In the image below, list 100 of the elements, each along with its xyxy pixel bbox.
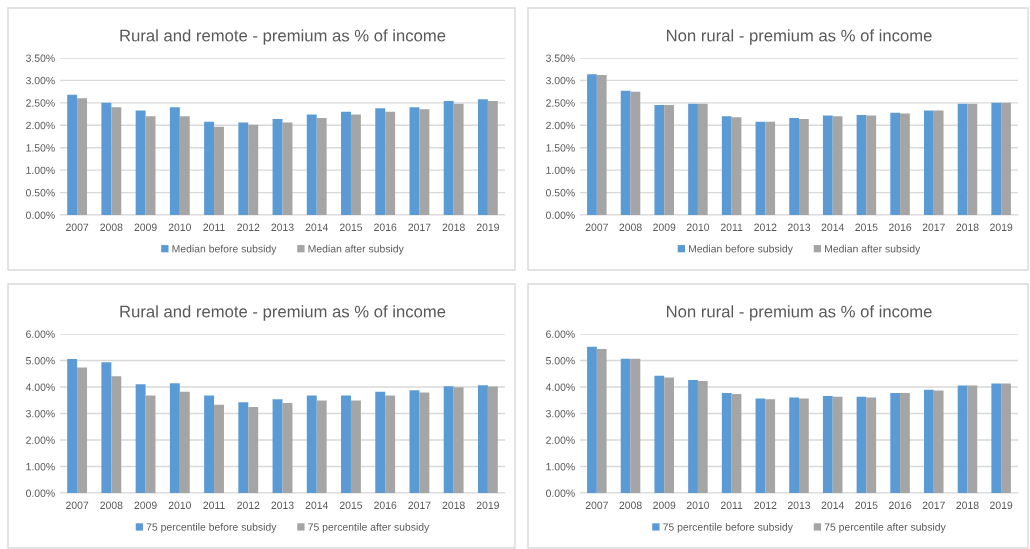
bar: [77, 98, 88, 215]
bar: [856, 114, 867, 215]
bar: [67, 94, 78, 215]
x-tick-label: 2011: [720, 223, 743, 231]
bar: [477, 385, 488, 493]
x-tick-label: 2013: [271, 223, 294, 231]
y-tick-label: 3.00%: [546, 76, 575, 85]
legend-label: 75 percentile before subsidy: [663, 523, 793, 533]
bar: [789, 397, 799, 493]
bar: [890, 393, 901, 493]
bar: [375, 108, 386, 215]
bar: [111, 107, 122, 215]
bar: [697, 103, 708, 215]
x-tick-label: 2009: [653, 223, 676, 231]
x-tick-label: 2009: [653, 501, 676, 509]
x-tick-label: 2016: [889, 223, 912, 231]
bar: [350, 114, 361, 215]
bar: [991, 102, 1002, 215]
bar: [248, 406, 259, 493]
x-tick-label: 2009: [134, 223, 157, 231]
x-tick-label: 2018: [442, 223, 465, 231]
legend-label: 75 percentile after subsidy: [308, 523, 430, 533]
x-tick-label: 2018: [442, 501, 465, 509]
bar: [832, 396, 843, 493]
y-tick-label: 5.00%: [26, 357, 55, 365]
bar: [409, 107, 420, 215]
bar: [272, 119, 283, 215]
bar: [135, 384, 146, 493]
bar: [822, 396, 833, 493]
bar: [111, 376, 122, 493]
bar: [587, 74, 597, 215]
legend-label: 75 percentile after subsidy: [824, 523, 946, 533]
y-tick-label: 3.00%: [546, 410, 575, 418]
x-tick-label: 2007: [585, 501, 608, 509]
bar: [688, 103, 698, 215]
x-tick-label: 2019: [476, 223, 499, 231]
bar: [453, 387, 464, 493]
y-tick-label: 2.00%: [26, 436, 55, 444]
x-tick-label: 2011: [203, 223, 225, 231]
x-tick-label: 2012: [754, 223, 777, 231]
y-tick-label: 2.00%: [546, 436, 575, 444]
bar: [721, 116, 732, 215]
x-tick-label: 2013: [787, 223, 811, 231]
bar: [487, 386, 498, 493]
bar: [204, 395, 215, 493]
x-tick-label: 2015: [855, 501, 878, 509]
x-tick-label: 2007: [66, 223, 89, 231]
bar: [169, 383, 180, 493]
bar: [306, 114, 317, 215]
y-tick-label: 1.50%: [546, 144, 575, 152]
legend-label: Median after subsidy: [308, 244, 404, 255]
bar: [214, 126, 224, 215]
y-tick-label: 1.50%: [26, 144, 55, 152]
bar: [967, 103, 978, 215]
bar: [443, 101, 454, 215]
bar: [789, 118, 799, 215]
chart-title: Rural and remote - premium as % of income: [120, 305, 446, 321]
x-tick-label: 2016: [889, 501, 912, 509]
y-tick-label: 0.00%: [546, 489, 575, 497]
bar: [596, 349, 607, 493]
x-tick-label: 2010: [168, 223, 191, 231]
bar: [630, 91, 641, 215]
bar: [375, 391, 386, 493]
bar: [731, 393, 742, 493]
bar: [419, 392, 430, 493]
legend-label: Median before subsidy: [172, 244, 277, 255]
x-tick-label: 2019: [990, 223, 1013, 231]
bar: [306, 395, 317, 493]
bar: [179, 116, 190, 215]
bar: [866, 397, 877, 493]
x-tick-label: 2019: [990, 501, 1013, 509]
bar: [630, 358, 641, 493]
y-tick-label: 6.00%: [26, 330, 55, 338]
x-tick-label: 2008: [619, 501, 642, 509]
bar: [620, 90, 631, 215]
legend-label: Median after subsidy: [825, 244, 921, 255]
bar: [204, 121, 215, 215]
bar: [587, 346, 597, 493]
y-tick-label: 2.00%: [26, 121, 55, 130]
bar: [933, 110, 944, 215]
bar: [856, 396, 867, 493]
bar: [957, 103, 968, 215]
x-tick-label: 2013: [787, 501, 811, 509]
bar: [179, 391, 190, 493]
bar: [620, 358, 631, 493]
bar: [282, 402, 293, 493]
bar: [890, 112, 901, 215]
bar: [799, 398, 809, 493]
bar: [385, 111, 396, 215]
x-tick-label: 2015: [339, 501, 363, 509]
x-tick-label: 2009: [134, 501, 157, 509]
x-tick-label: 2011: [720, 501, 743, 509]
bar: [419, 109, 430, 215]
x-tick-label: 2008: [619, 223, 642, 231]
x-tick-label: 2017: [922, 501, 945, 509]
bar: [67, 358, 78, 493]
x-tick-label: 2012: [237, 501, 260, 509]
x-tick-label: 2010: [686, 501, 710, 509]
bar: [688, 380, 698, 493]
x-tick-label: 2007: [585, 223, 608, 231]
